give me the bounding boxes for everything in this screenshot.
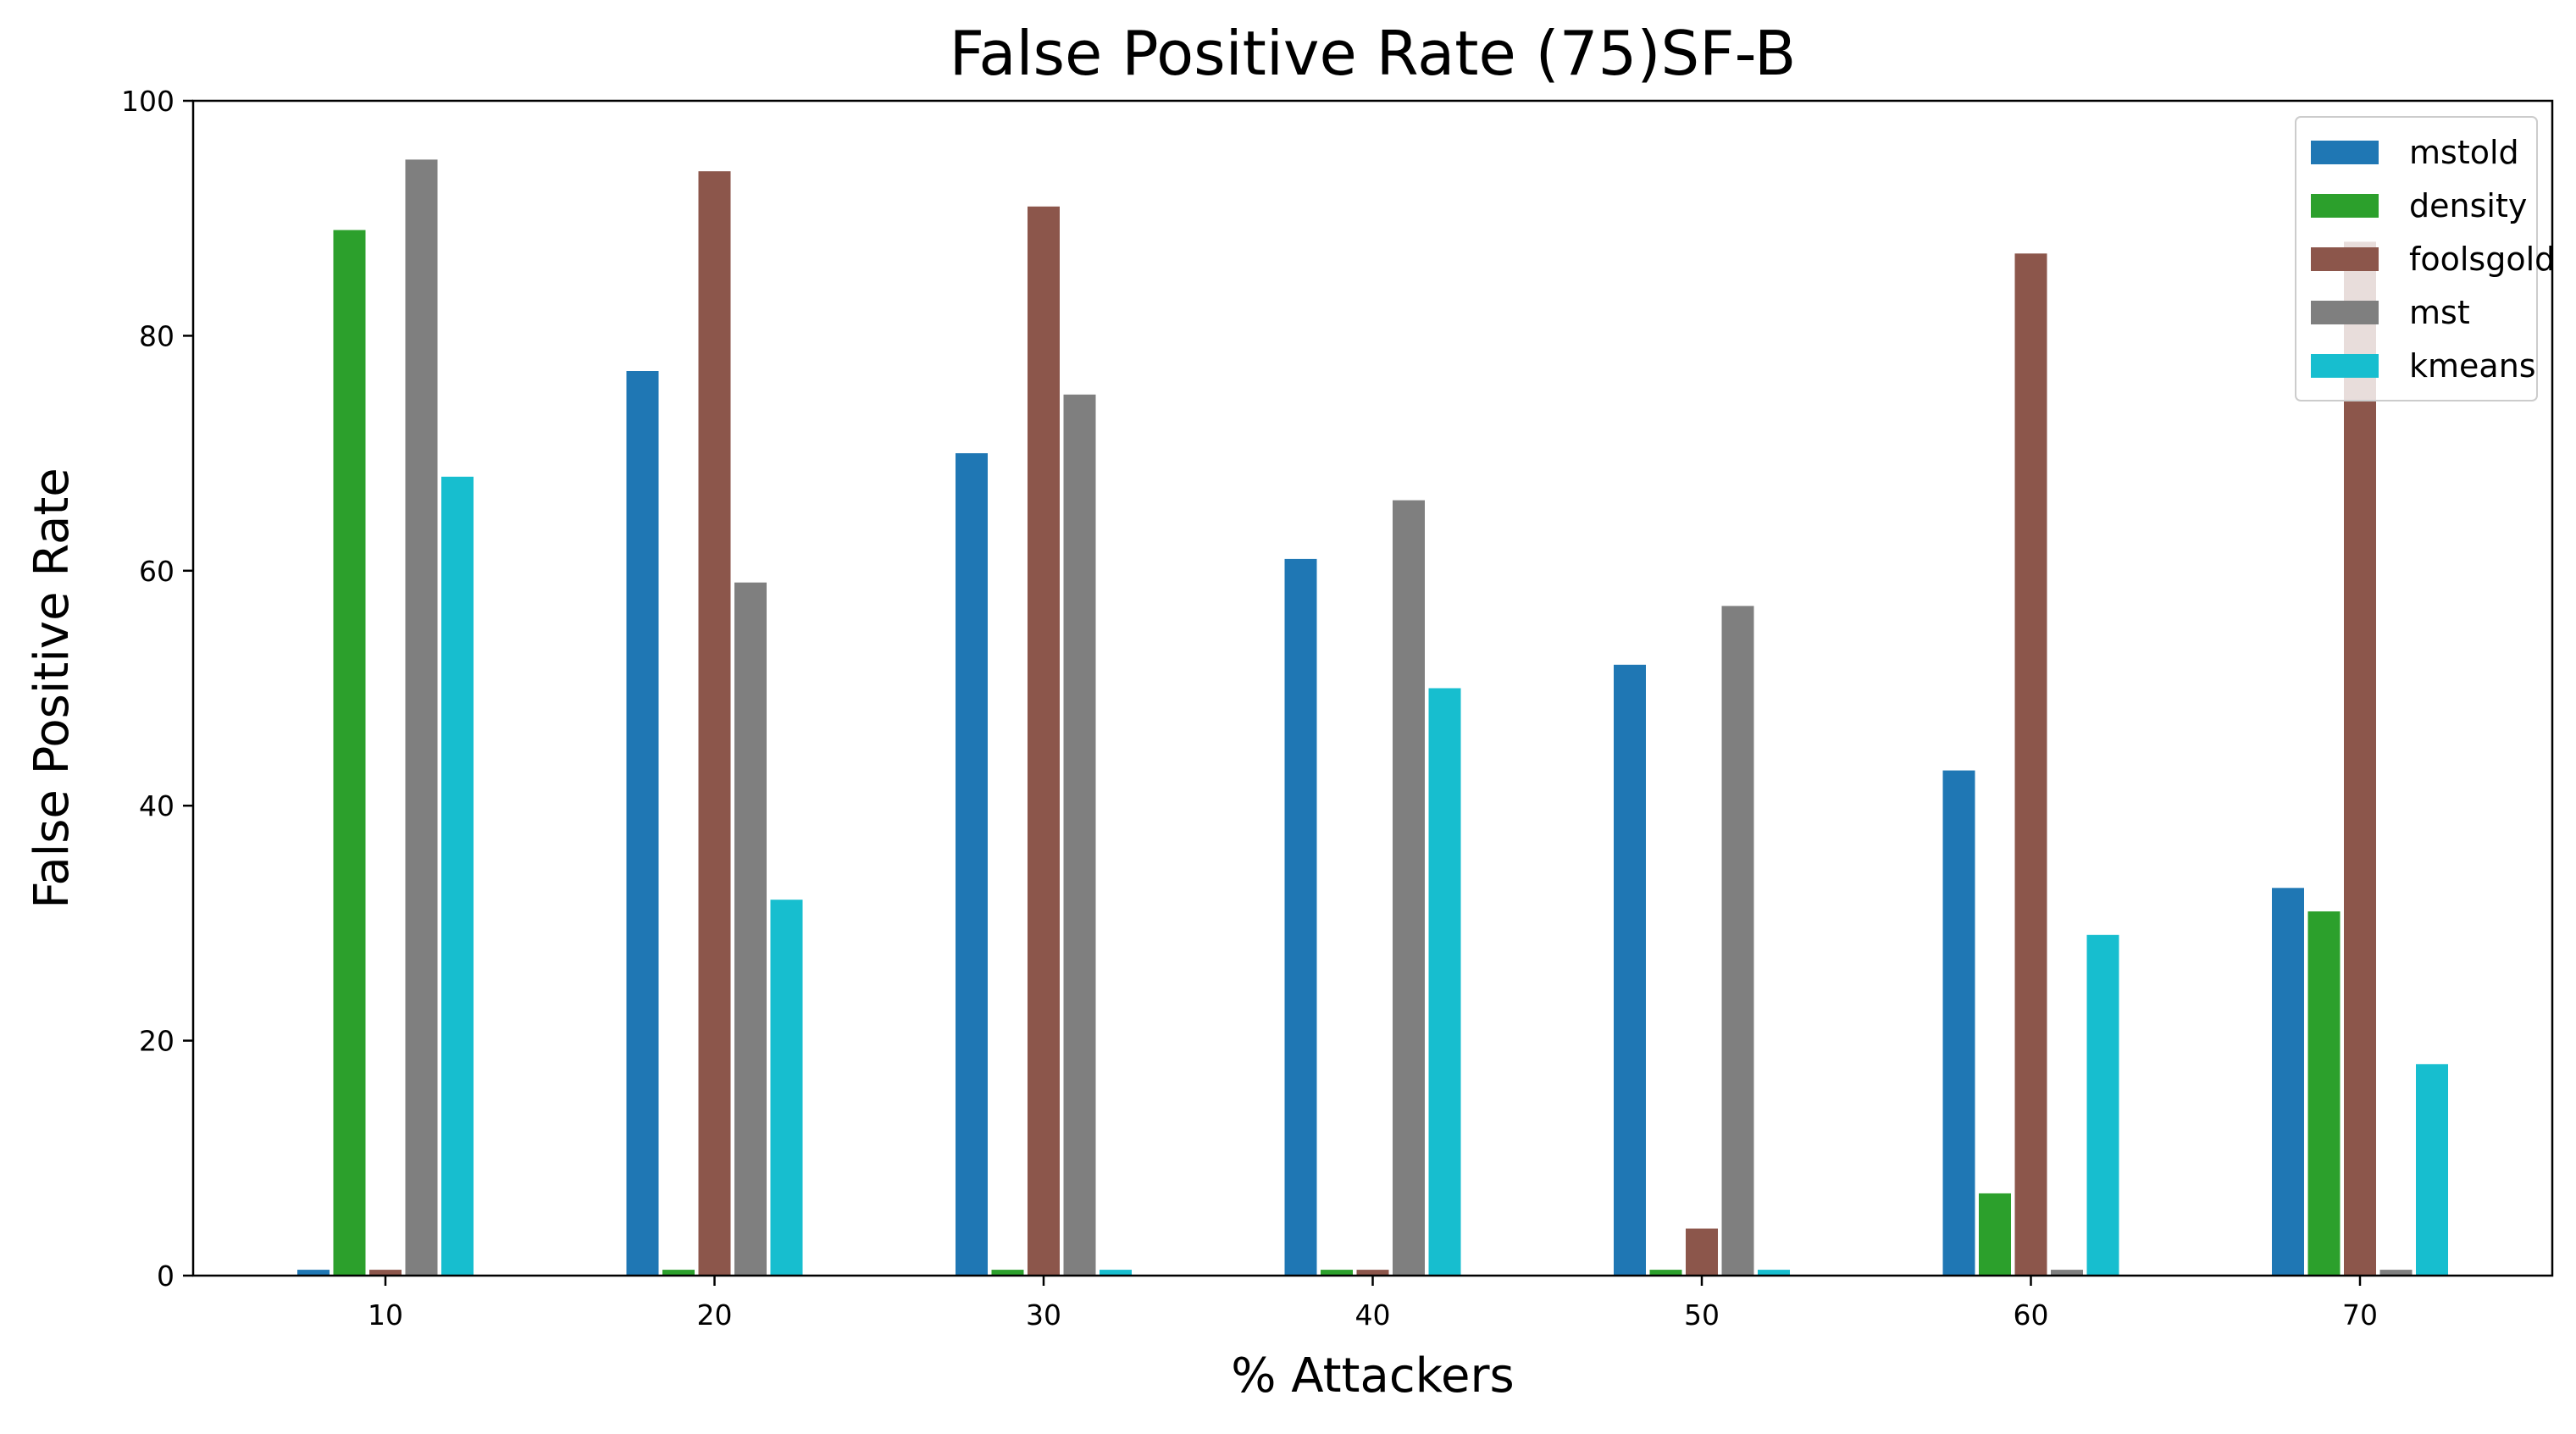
x-tick-label: 50 <box>1684 1298 1720 1332</box>
legend-swatch-mst <box>2311 301 2379 324</box>
y-tick-label: 100 <box>121 85 175 118</box>
bar-kmeans-40 <box>1428 688 1461 1276</box>
bar-mstold-70 <box>2272 888 2304 1276</box>
x-tick-label: 40 <box>1355 1298 1391 1332</box>
bar-density-20 <box>662 1270 695 1276</box>
x-tick-label: 70 <box>2342 1298 2378 1332</box>
x-tick-label: 10 <box>368 1298 403 1332</box>
y-tick-label: 80 <box>139 319 175 352</box>
bar-density-30 <box>991 1270 1024 1276</box>
legend-label-foolsgold: foolsgold <box>2409 241 2555 278</box>
y-axis-title: False Positive Rate <box>25 468 80 908</box>
chart-title: False Positive Rate (75)SF-B <box>950 18 1797 89</box>
legend-label-mst: mst <box>2409 294 2470 331</box>
bar-mst-60 <box>2051 1270 2083 1276</box>
bar-foolsgold-30 <box>1028 206 1060 1276</box>
bar-density-50 <box>1649 1270 1682 1276</box>
legend-label-mstold: mstold <box>2409 134 2519 171</box>
legend: mstold density foolsgold mst kmeans <box>2295 116 2555 401</box>
bar-mstold-10 <box>297 1270 330 1276</box>
bar-kmeans-30 <box>1100 1270 1132 1276</box>
x-axis-ticks: 10 20 30 40 50 60 70 <box>368 1276 2378 1332</box>
bar-density-40 <box>1321 1270 1353 1276</box>
bar-foolsgold-20 <box>698 171 731 1276</box>
legend-box <box>2295 116 2538 401</box>
legend-swatch-density <box>2311 194 2379 218</box>
bars <box>297 159 2448 1276</box>
x-tick-label: 20 <box>697 1298 733 1332</box>
x-tick-label: 60 <box>2014 1298 2049 1332</box>
bar-foolsgold-50 <box>1686 1228 1718 1276</box>
bar-foolsgold-10 <box>369 1270 402 1276</box>
bar-mst-40 <box>1393 500 1425 1276</box>
plot-frame <box>191 99 2554 1277</box>
bar-mstold-40 <box>1284 558 1317 1276</box>
bar-mst-20 <box>734 582 767 1276</box>
bar-mstold-50 <box>1614 664 1646 1276</box>
bar-kmeans-50 <box>1758 1270 1790 1276</box>
y-tick-label: 40 <box>139 789 175 822</box>
y-tick-label: 0 <box>157 1260 175 1293</box>
legend-label-density: density <box>2409 187 2527 224</box>
bar-foolsgold-70 <box>2344 241 2376 1276</box>
bar-mst-50 <box>1721 606 1754 1276</box>
bar-density-70 <box>2307 911 2341 1276</box>
legend-label-kmeans: kmeans <box>2409 347 2536 385</box>
bar-mst-10 <box>405 159 438 1276</box>
legend-swatch-kmeans <box>2311 354 2379 378</box>
y-tick-label: 20 <box>139 1025 175 1058</box>
bar-density-60 <box>1979 1193 2011 1276</box>
bar-foolsgold-40 <box>1356 1270 1389 1276</box>
bar-foolsgold-60 <box>2014 253 2047 1276</box>
bar-mstold-20 <box>626 371 659 1276</box>
bar-mst-70 <box>2379 1270 2413 1276</box>
y-axis-ticks: 0 20 40 60 80 100 <box>121 85 193 1293</box>
bar-kmeans-60 <box>2086 934 2119 1276</box>
bar-mst-30 <box>1063 394 1096 1276</box>
x-axis-title: % Attackers <box>1231 1348 1514 1404</box>
bar-kmeans-70 <box>2416 1064 2448 1276</box>
bar-density-10 <box>333 230 366 1276</box>
y-tick-label: 60 <box>139 555 175 588</box>
legend-swatch-foolsgold <box>2311 247 2379 271</box>
bar-mstold-60 <box>1942 770 1975 1276</box>
x-tick-label: 30 <box>1026 1298 1061 1332</box>
legend-swatch-mstold <box>2311 141 2379 164</box>
bar-kmeans-10 <box>441 476 474 1276</box>
bar-kmeans-20 <box>770 900 803 1276</box>
bar-mstold-30 <box>956 453 988 1276</box>
